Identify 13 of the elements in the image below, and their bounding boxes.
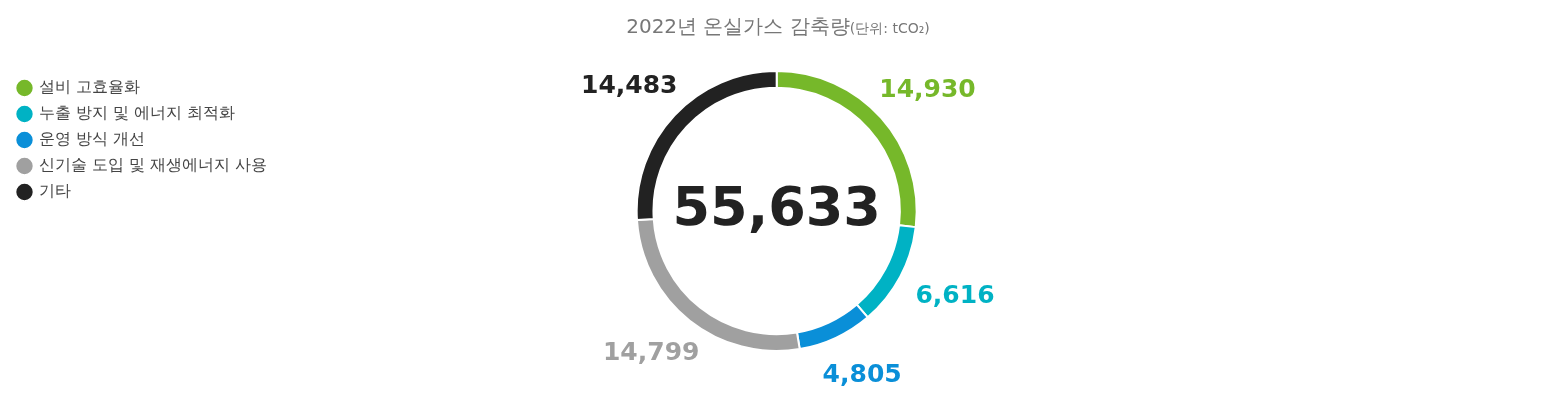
chart-title: 2022년 온실가스 감축량: [626, 14, 850, 38]
data-label: 6,616: [915, 279, 995, 309]
legend-label: 누출 방지 및 에너지 최적화: [39, 103, 236, 123]
text: 55,633: [672, 175, 881, 239]
data-label: 14,483: [581, 70, 678, 100]
legend-label: 기타: [39, 181, 71, 201]
data-label: 14,930: [879, 73, 976, 103]
data-label: 14,799: [602, 336, 700, 366]
legend-label: 설비 고효율화: [39, 77, 141, 97]
chart-subtitle: (단위: tCO₂): [849, 20, 930, 36]
legend-label: 운영 방식 개선: [39, 129, 146, 149]
data-label: 4,805: [822, 359, 902, 389]
legend-label: 신기술 도입 및 재생에너지 사용: [39, 155, 268, 175]
